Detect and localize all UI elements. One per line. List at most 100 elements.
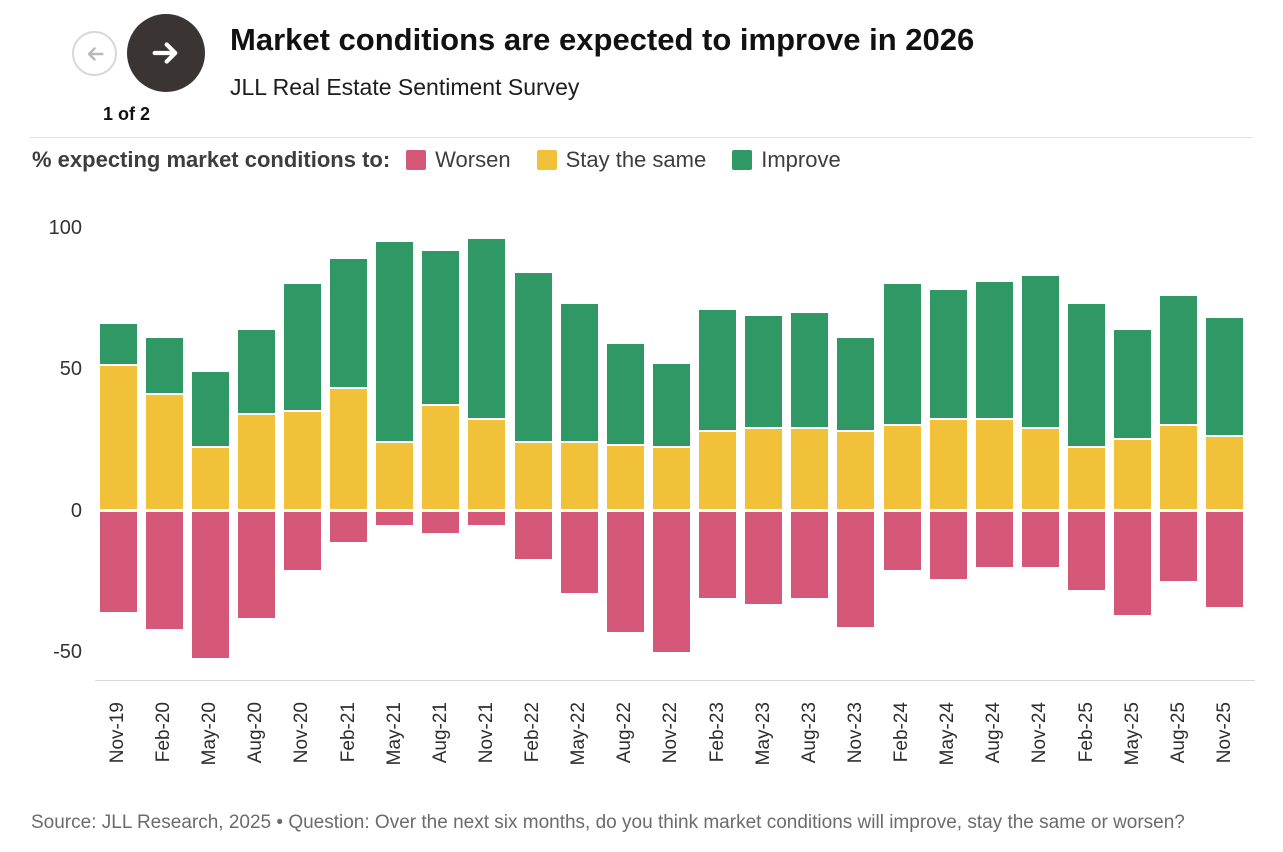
- bar-segment-stay-the-same: [1068, 448, 1106, 510]
- bar-segment-improve: [468, 239, 506, 419]
- x-axis-tick-label: Nov-20: [291, 702, 313, 764]
- y-axis-tick-label: -50: [53, 641, 82, 664]
- bar-segment-stay-the-same: [283, 411, 321, 510]
- bar-segment-stay-the-same: [560, 442, 598, 510]
- x-axis-tick-label: Nov-19: [107, 702, 128, 764]
- bar-segment-improve: [191, 372, 229, 447]
- y-axis-tick-label: 100: [48, 216, 82, 239]
- bar-segment-stay-the-same: [652, 448, 690, 510]
- x-axis-tick-label: Feb-24: [891, 702, 913, 763]
- x-axis-tick-label: Aug-24: [983, 702, 1005, 764]
- bar-segment-stay-the-same: [1021, 428, 1059, 510]
- bar-segment-improve: [237, 329, 275, 413]
- bar-segment-worsen: [929, 512, 967, 579]
- x-axis-tick-label: May-22: [568, 702, 590, 766]
- legend-swatch: [406, 150, 427, 170]
- bar-segment-improve: [1114, 329, 1152, 438]
- bar-segment-worsen: [330, 512, 368, 542]
- bar-segment-worsen: [1206, 512, 1244, 607]
- bar-segment-improve: [1021, 275, 1059, 427]
- bar-segment-stay-the-same: [883, 425, 921, 510]
- bar-segment-improve: [837, 338, 875, 430]
- legend-item-improve: Improve: [732, 147, 841, 173]
- bar-segment-improve: [376, 242, 414, 441]
- prev-page-button[interactable]: [72, 31, 117, 76]
- x-axis-tick-label: Aug-21: [429, 702, 451, 764]
- next-page-button[interactable]: [127, 14, 205, 92]
- legend-prefix-label: % expecting market conditions to:: [32, 147, 391, 172]
- x-axis-tick-label: May-21: [383, 702, 405, 766]
- bar-segment-worsen: [1068, 512, 1106, 590]
- bar-segment-improve: [745, 315, 783, 427]
- bar-segment-worsen: [514, 512, 552, 559]
- bar-segment-stay-the-same: [1114, 440, 1152, 510]
- bar-segment-worsen: [99, 512, 137, 613]
- arrow-left-icon: [84, 43, 106, 65]
- bar-segment-improve: [422, 250, 460, 405]
- bar-segment-worsen: [1114, 512, 1152, 616]
- x-axis-tick-label: Aug-20: [245, 702, 267, 764]
- bar-segment-stay-the-same: [699, 431, 737, 510]
- bar-segment-improve: [99, 324, 137, 365]
- x-axis-tick-label: Aug-25: [1167, 702, 1189, 764]
- bar-segment-stay-the-same: [606, 445, 644, 510]
- bar-segment-improve: [1206, 318, 1244, 436]
- bar-segment-worsen: [191, 512, 229, 658]
- bar-segment-stay-the-same: [376, 442, 414, 510]
- bar-segment-stay-the-same: [514, 442, 552, 510]
- bar-segment-improve: [560, 304, 598, 441]
- bar-segment-stay-the-same: [791, 428, 829, 510]
- bar-segment-stay-the-same: [145, 394, 183, 510]
- x-axis-tick-label: Aug-22: [614, 702, 636, 764]
- bar-segment-stay-the-same: [929, 420, 967, 510]
- source-note: Source: JLL Research, 2025 • Question: O…: [31, 812, 1185, 833]
- chart-title: Market conditions are expected to improv…: [230, 22, 975, 57]
- legend: % expecting market conditions to: Worsen…: [32, 147, 841, 173]
- legend-item-stay-the-same: Stay the same: [536, 147, 707, 173]
- x-axis-tick-label: Feb-21: [337, 702, 359, 763]
- x-axis-tick-label: Nov-22: [660, 702, 682, 764]
- bar-segment-worsen: [376, 512, 414, 525]
- x-axis-tick-label: Feb-23: [706, 702, 728, 763]
- legend-swatch: [732, 150, 753, 170]
- x-axis-tick-label: Feb-22: [522, 702, 544, 763]
- x-axis-tick-label: May-23: [752, 702, 774, 766]
- bar-segment-stay-the-same: [330, 389, 368, 510]
- x-axis-tick-label: Feb-20: [153, 702, 175, 763]
- x-axis-tick-label: Nov-24: [1029, 702, 1051, 764]
- bar-segment-improve: [606, 343, 644, 444]
- bar-segment-improve: [975, 281, 1013, 419]
- bar-segment-stay-the-same: [745, 428, 783, 510]
- arrow-right-icon: [149, 36, 183, 70]
- legend-item-label: Stay the same: [565, 147, 707, 172]
- bar-segment-worsen: [652, 512, 690, 653]
- bar-segment-worsen: [1021, 512, 1059, 568]
- x-axis-tick-label: Nov-21: [475, 702, 497, 764]
- bar-segment-improve: [1160, 295, 1198, 424]
- bar-segment-worsen: [560, 512, 598, 593]
- x-axis-tick-label: Nov-23: [844, 702, 866, 764]
- bar-segment-worsen: [791, 512, 829, 599]
- bar-segment-improve: [283, 284, 321, 410]
- bar-segment-stay-the-same: [468, 420, 506, 510]
- bar-segment-stay-the-same: [975, 420, 1013, 510]
- bar-segment-improve: [330, 259, 368, 388]
- bar-segment-worsen: [837, 512, 875, 627]
- bar-segment-worsen: [975, 512, 1013, 568]
- bar-segment-stay-the-same: [1160, 425, 1198, 510]
- bar-segment-worsen: [1160, 512, 1198, 582]
- y-axis-tick-label: 0: [70, 499, 82, 522]
- bar-segment-worsen: [883, 512, 921, 571]
- page-indicator: 1 of 2: [103, 104, 151, 124]
- x-axis: Nov-19 Feb-20 May-20 Aug-20 Nov-20 Feb-21 May-…: [95, 702, 1255, 802]
- bar-segment-improve: [145, 338, 183, 393]
- bar-segment-worsen: [468, 512, 506, 525]
- bar-segment-stay-the-same: [422, 406, 460, 510]
- legend-swatch: [536, 150, 557, 170]
- chart-subtitle: JLL Real Estate Sentiment Survey: [230, 74, 580, 100]
- bar-segment-stay-the-same: [837, 431, 875, 510]
- bar-segment-worsen: [606, 512, 644, 633]
- bar-segment-stay-the-same: [191, 448, 229, 510]
- x-axis-tick-label: May-25: [1121, 702, 1143, 766]
